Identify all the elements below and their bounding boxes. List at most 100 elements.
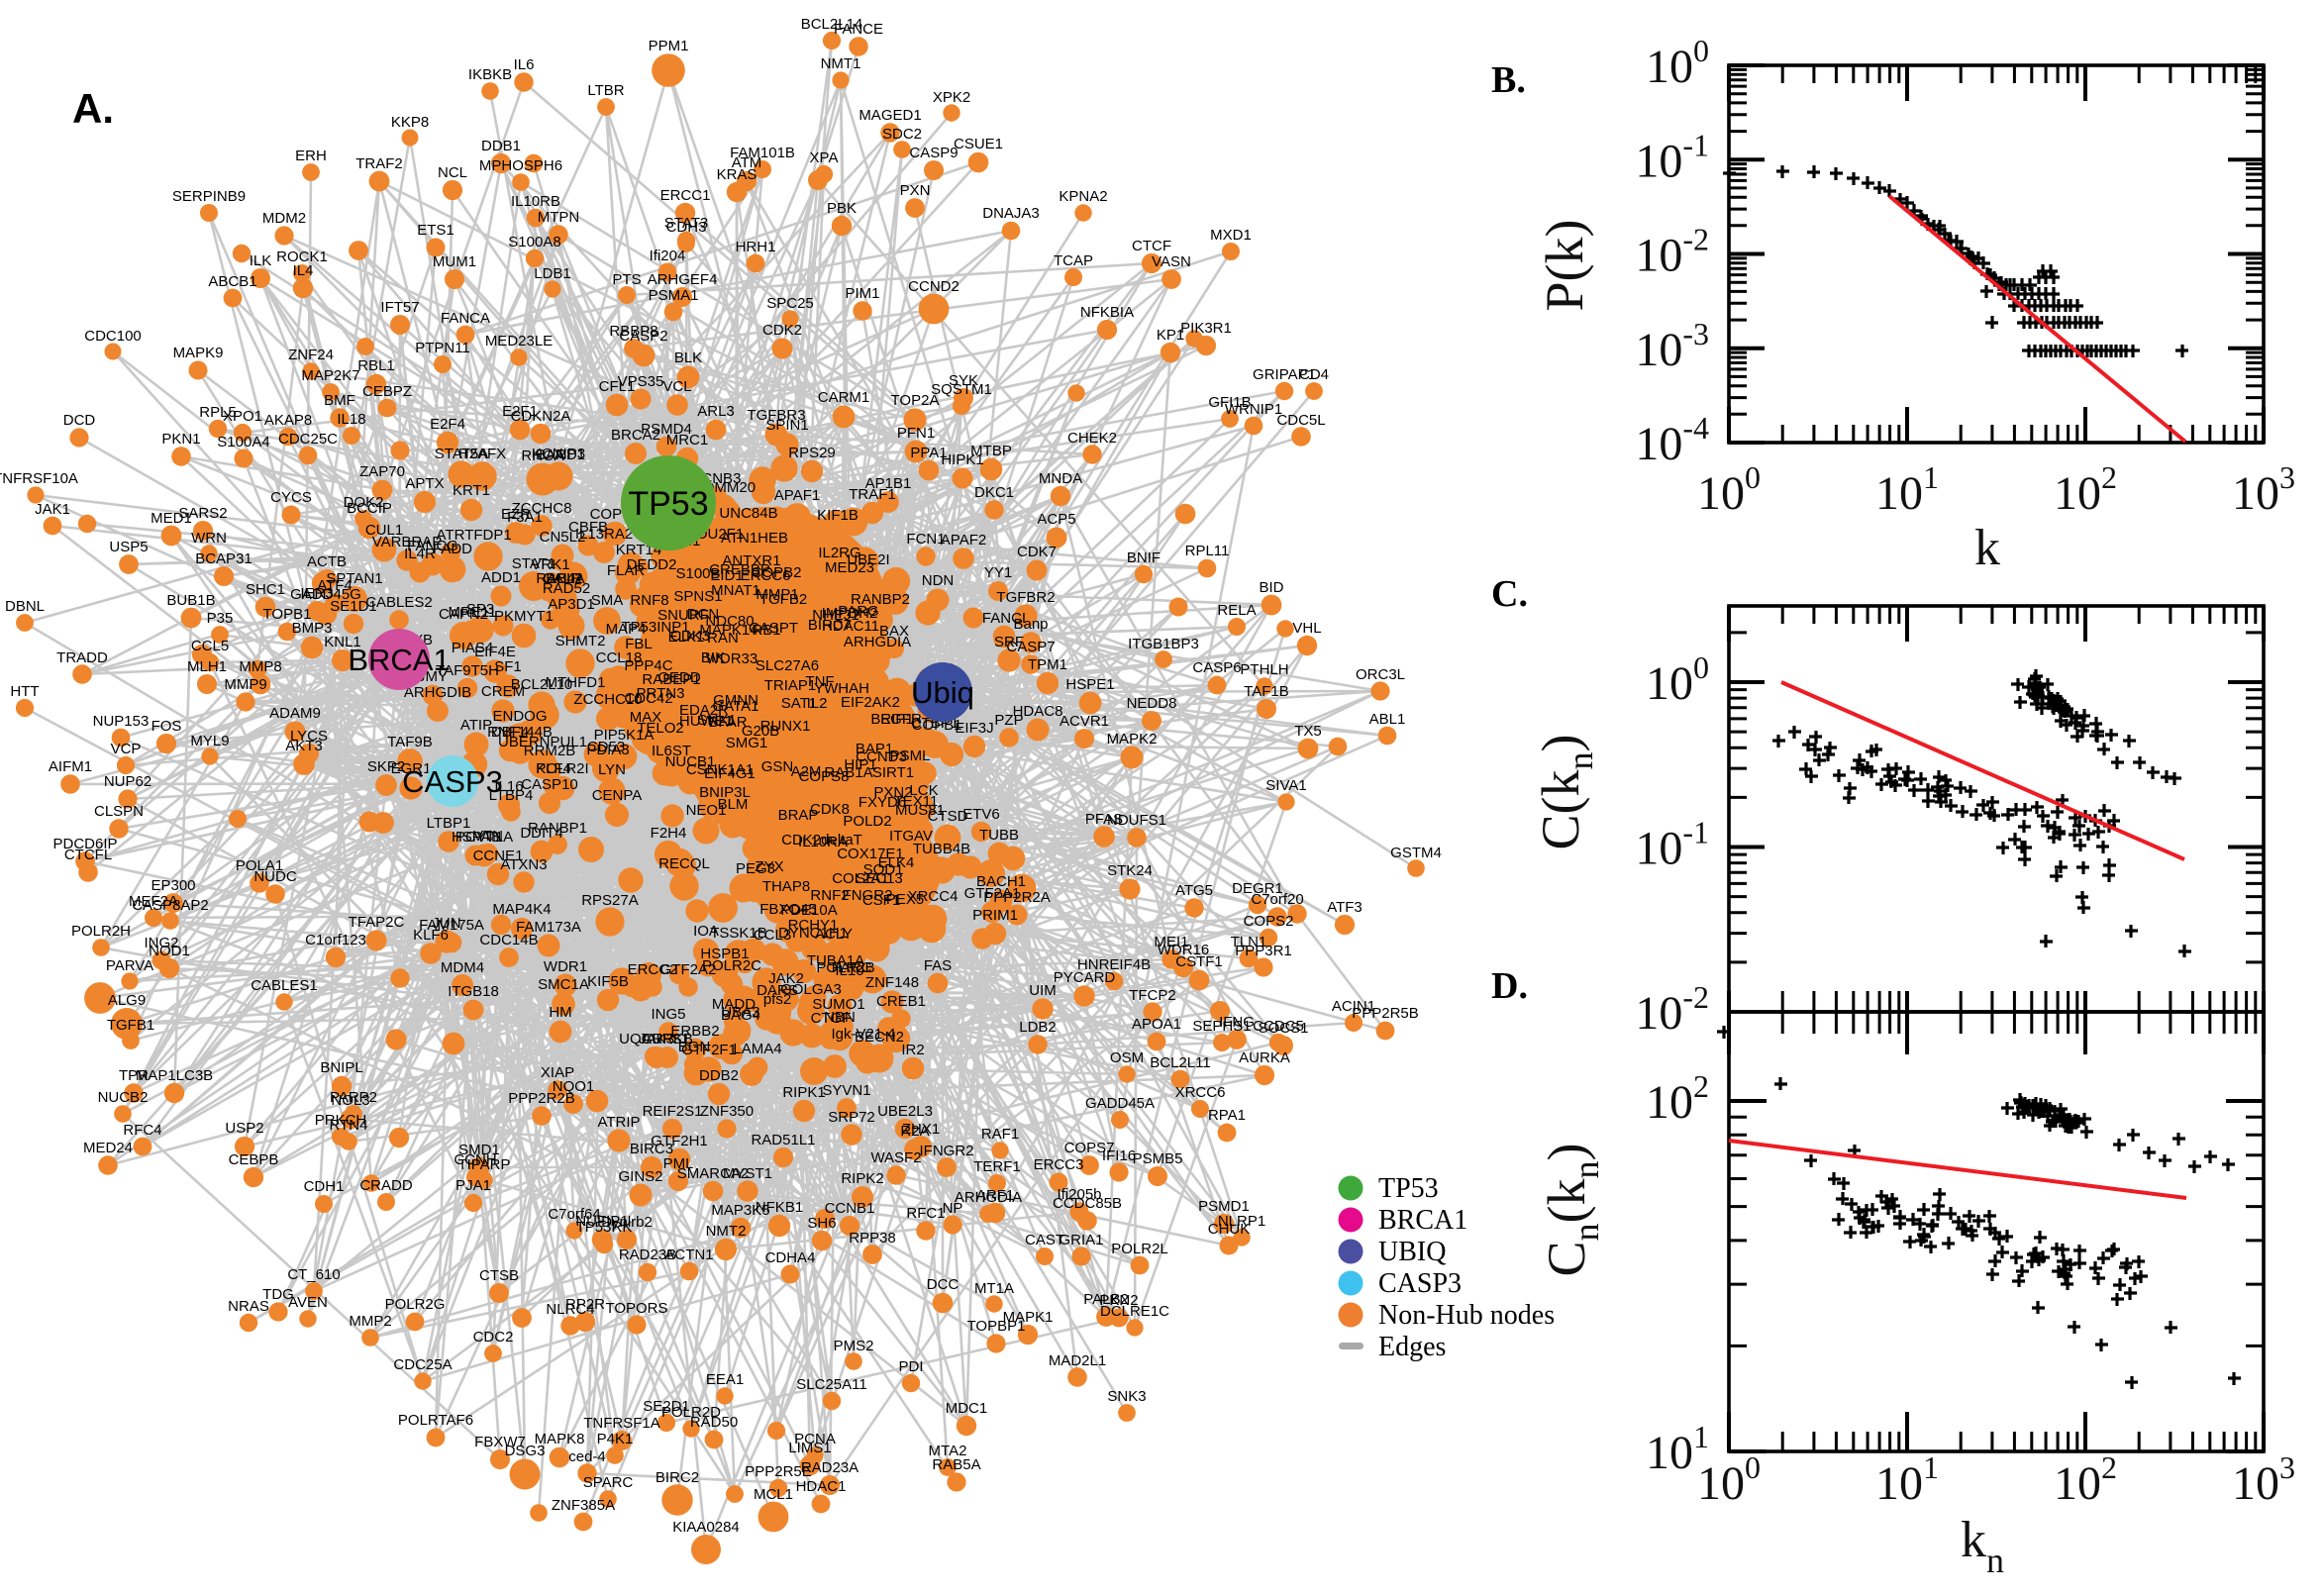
svg-text:COL2A1: COL2A1 bbox=[832, 870, 889, 887]
svg-text:POLR2L: POLR2L bbox=[1111, 1241, 1168, 1257]
svg-text:TCAP: TCAP bbox=[1054, 252, 1093, 269]
svg-text:TIPARP: TIPARP bbox=[457, 1156, 510, 1173]
svg-text:STAT5A: STAT5A bbox=[435, 446, 488, 462]
svg-text:RNF2: RNF2 bbox=[810, 887, 849, 904]
svg-text:FLAR: FLAR bbox=[607, 562, 646, 579]
svg-text:KRT1: KRT1 bbox=[453, 482, 490, 499]
svg-text:ARHGDIA: ARHGDIA bbox=[955, 1189, 1022, 1206]
svg-text:F3A1: F3A1 bbox=[507, 509, 543, 526]
svg-text:ACTB: ACTB bbox=[307, 553, 347, 570]
svg-text:NFKB1: NFKB1 bbox=[756, 1199, 803, 1216]
svg-text:ACLY: ACLY bbox=[815, 926, 853, 943]
svg-text:IFT57: IFT57 bbox=[380, 299, 419, 316]
svg-text:COPS2: COPS2 bbox=[1244, 913, 1294, 930]
svg-text:ZNF148: ZNF148 bbox=[865, 974, 919, 991]
svg-text:IL2RG: IL2RG bbox=[818, 545, 860, 561]
svg-text:IL10RB: IL10RB bbox=[511, 193, 560, 210]
svg-text:PSMD1: PSMD1 bbox=[1198, 1198, 1250, 1215]
svg-text:CASP3: CASP3 bbox=[1378, 1268, 1462, 1299]
svg-text:IR2: IR2 bbox=[901, 1042, 924, 1058]
svg-text:DDB1: DDB1 bbox=[481, 138, 521, 154]
svg-text:HSPB1: HSPB1 bbox=[700, 946, 749, 962]
svg-text:KKP8: KKP8 bbox=[391, 114, 429, 131]
svg-text:DDIT4: DDIT4 bbox=[520, 825, 562, 842]
svg-text:FANCI: FANCI bbox=[982, 610, 1026, 627]
svg-text:VASN: VASN bbox=[1152, 253, 1191, 270]
svg-text:ILK: ILK bbox=[250, 252, 272, 269]
svg-text:POLR2B: POLR2B bbox=[816, 959, 874, 976]
svg-text:CCNB1: CCNB1 bbox=[825, 1200, 875, 1217]
svg-text:SMD1: SMD1 bbox=[458, 1142, 500, 1158]
svg-text:RAB1A: RAB1A bbox=[824, 764, 872, 781]
svg-text:NHEJ1: NHEJ1 bbox=[812, 607, 859, 624]
svg-text:EIF4E: EIF4E bbox=[474, 644, 516, 660]
svg-text:TP53: TP53 bbox=[1378, 1173, 1439, 1204]
svg-text:NOL3: NOL3 bbox=[331, 1092, 369, 1109]
svg-text:ATF3: ATF3 bbox=[1327, 899, 1363, 916]
svg-text:MTBP: MTBP bbox=[970, 443, 1012, 459]
svg-text:HUWE1: HUWE1 bbox=[679, 713, 733, 730]
svg-text:GTF2H1: GTF2H1 bbox=[651, 1133, 708, 1149]
svg-text:CCNH: CCNH bbox=[454, 1151, 496, 1168]
svg-text:RUNX1: RUNX1 bbox=[760, 718, 811, 735]
svg-text:CASP6: CASP6 bbox=[1192, 659, 1241, 676]
svg-text:TAF1B: TAF1B bbox=[1244, 683, 1289, 700]
svg-text:TFCP2: TFCP2 bbox=[1129, 987, 1176, 1004]
svg-text:UQCRFS1: UQCRFS1 bbox=[619, 1031, 690, 1047]
svg-text:RPA1: RPA1 bbox=[1208, 1107, 1246, 1124]
svg-text:EIF2AK2: EIF2AK2 bbox=[841, 694, 900, 711]
svg-text:RABEP1: RABEP1 bbox=[642, 671, 700, 688]
svg-text:CASP3: CASP3 bbox=[402, 764, 503, 799]
svg-text:ATF4: ATF4 bbox=[317, 577, 353, 594]
svg-text:BCL2L11: BCL2L11 bbox=[1150, 1054, 1210, 1071]
svg-text:MRC1: MRC1 bbox=[666, 432, 709, 449]
svg-text:Edges: Edges bbox=[1378, 1332, 1446, 1362]
svg-text:CDHA4: CDHA4 bbox=[765, 1249, 816, 1266]
svg-text:NLRP1: NLRP1 bbox=[1218, 1213, 1265, 1230]
svg-text:BCL2L14: BCL2L14 bbox=[801, 16, 863, 33]
svg-text:BCL2L10: BCL2L10 bbox=[511, 676, 573, 693]
svg-text:RPS29: RPS29 bbox=[788, 445, 836, 461]
svg-text:10-3: 10-3 bbox=[1635, 316, 1709, 376]
svg-text:RPP38: RPP38 bbox=[849, 1230, 896, 1247]
svg-text:MCL1: MCL1 bbox=[754, 1486, 793, 1503]
svg-text:ATM: ATM bbox=[732, 154, 762, 171]
svg-text:MTA2: MTA2 bbox=[929, 1443, 967, 1459]
svg-text:ZNF350: ZNF350 bbox=[700, 1103, 754, 1120]
svg-text:EIF4G1: EIF4G1 bbox=[704, 765, 756, 782]
svg-text:ITGB1BP3: ITGB1BP3 bbox=[1128, 636, 1199, 652]
svg-text:DCD: DCD bbox=[63, 412, 96, 429]
svg-text:CSF1: CSF1 bbox=[862, 892, 900, 909]
svg-text:H2AFX: H2AFX bbox=[458, 446, 506, 462]
svg-text:HIPK1: HIPK1 bbox=[941, 451, 983, 468]
svg-text:DEDD2: DEDD2 bbox=[627, 556, 677, 573]
svg-text:TPR: TPR bbox=[119, 1067, 149, 1084]
svg-text:LTBP1: LTBP1 bbox=[427, 815, 471, 832]
svg-text:PZP: PZP bbox=[994, 712, 1023, 729]
svg-text:GSN: GSN bbox=[761, 758, 794, 775]
svg-text:AKAP8: AKAP8 bbox=[264, 412, 312, 429]
svg-text:PPP2R2B: PPP2R2B bbox=[508, 1090, 575, 1107]
svg-text:R2A: R2A bbox=[900, 1123, 929, 1140]
svg-text:CSTF1: CSTF1 bbox=[1175, 953, 1223, 970]
svg-text:ING5: ING5 bbox=[651, 1006, 685, 1023]
svg-text:HIP1: HIP1 bbox=[844, 756, 876, 773]
svg-text:ARF1: ARF1 bbox=[976, 1187, 1014, 1204]
svg-text:PFAS: PFAS bbox=[1085, 811, 1123, 828]
svg-text:TP53: TP53 bbox=[628, 485, 708, 523]
svg-text:CDK7: CDK7 bbox=[1017, 544, 1057, 560]
svg-text:ERH: ERH bbox=[295, 148, 327, 164]
svg-text:CCND2: CCND2 bbox=[908, 278, 960, 295]
svg-text:ATRIP: ATRIP bbox=[597, 1114, 640, 1131]
svg-text:DCN: DCN bbox=[687, 606, 720, 623]
svg-text:CREB1: CREB1 bbox=[876, 993, 926, 1010]
svg-text:XPK2: XPK2 bbox=[933, 89, 970, 106]
svg-text:MAP4K4: MAP4K4 bbox=[492, 901, 551, 918]
svg-text:102: 102 bbox=[2054, 1449, 2117, 1510]
svg-text:BGN: BGN bbox=[678, 1039, 711, 1055]
svg-text:TRIAP1: TRIAP1 bbox=[764, 677, 817, 694]
svg-text:MYL9: MYL9 bbox=[190, 733, 229, 749]
svg-text:VARBRAP: VARBRAP bbox=[372, 534, 443, 550]
svg-text:SLC25A11: SLC25A11 bbox=[796, 1376, 866, 1393]
svg-text:TGFBR2: TGFBR2 bbox=[996, 589, 1055, 606]
